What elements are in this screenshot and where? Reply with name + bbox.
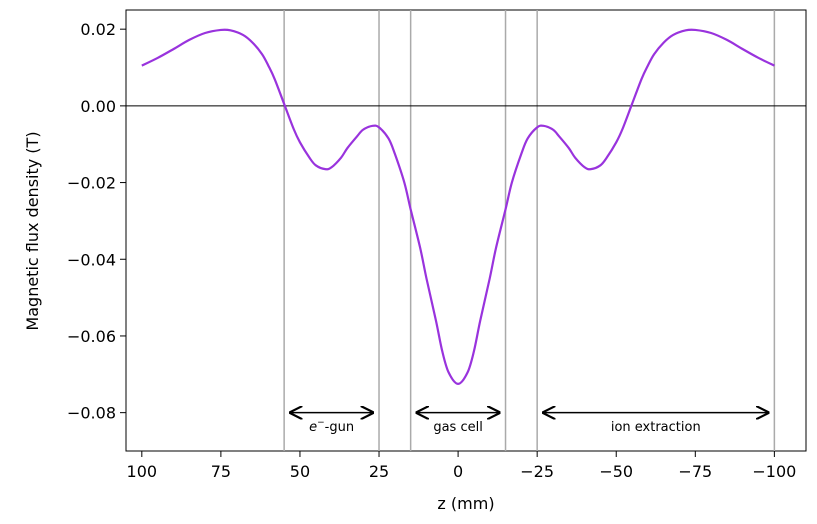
x-tick-label: −75 xyxy=(678,462,712,481)
y-tick-label: −0.02 xyxy=(67,174,116,193)
x-tick-label: −50 xyxy=(599,462,633,481)
y-axis-label: Magnetic flux density (T) xyxy=(23,131,42,330)
x-axis-label: z (mm) xyxy=(437,494,494,513)
region-label: gas cell xyxy=(433,420,483,435)
plot-area-frame xyxy=(125,9,807,452)
flux-density-curve xyxy=(141,28,775,385)
x-tick-label: 0 xyxy=(453,462,463,481)
x-tick-label: 25 xyxy=(369,462,389,481)
x-tick-label: −25 xyxy=(520,462,554,481)
x-tick-label: 100 xyxy=(127,462,158,481)
region-label: ion extraction xyxy=(611,420,701,435)
x-tick-label: −100 xyxy=(752,462,796,481)
y-tick-label: 0.00 xyxy=(80,97,116,116)
x-tick-label: 75 xyxy=(211,462,231,481)
y-tick-label: −0.06 xyxy=(67,327,116,346)
y-tick-label: −0.08 xyxy=(67,404,116,423)
region-label: e−-gun xyxy=(309,418,354,435)
y-tick-label: −0.04 xyxy=(67,250,116,269)
x-tick-label: 50 xyxy=(290,462,310,481)
y-tick-label: 0.02 xyxy=(80,20,116,39)
